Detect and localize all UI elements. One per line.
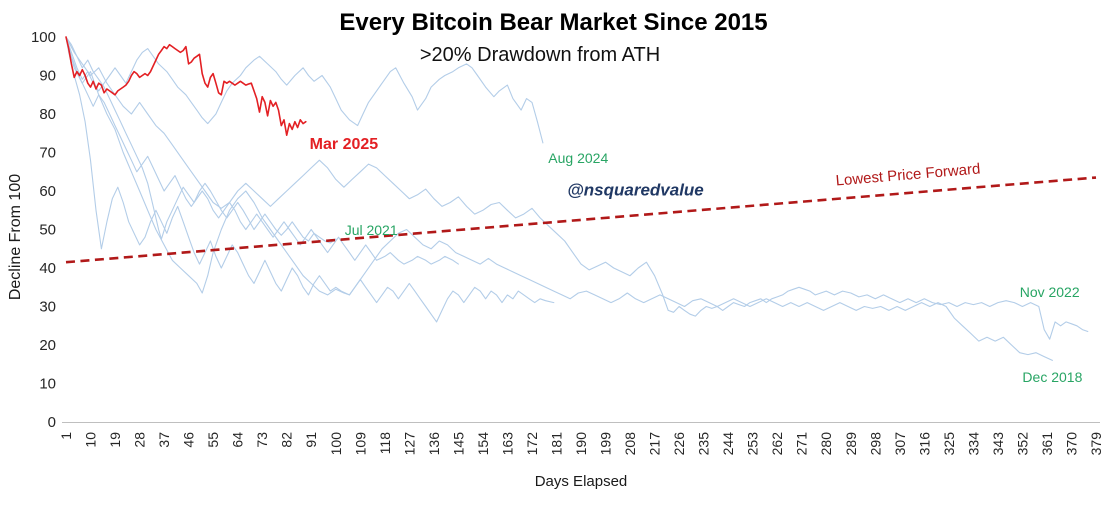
y-tick-label: 10 [39, 376, 56, 393]
x-tick-label: 217 [647, 432, 663, 456]
y-tick-label: 20 [39, 337, 56, 354]
x-tick-label: 181 [548, 432, 564, 456]
chart-title: Every Bitcoin Bear Market Since 2015 [339, 9, 768, 36]
y-tick-label: 30 [39, 299, 56, 316]
x-tick-label: 208 [622, 432, 638, 456]
x-tick-label: 100 [328, 432, 344, 456]
x-tick-label: 64 [230, 432, 246, 448]
series-bear-2019 [65, 36, 459, 265]
lowest-price-forward-trendline [65, 176, 1097, 264]
x-tick-label: 325 [941, 432, 957, 456]
annotation-nsquaredvalue-watermark: @nsquaredvalue [567, 180, 704, 200]
y-tick-label: 100 [31, 29, 56, 46]
x-tick-label: 289 [843, 432, 859, 456]
x-tick-label: 91 [303, 432, 319, 448]
series-bear-dec-2018 [65, 36, 1053, 361]
y-axis-label: Decline From 100 [7, 173, 24, 301]
x-tick-label: 334 [965, 432, 981, 456]
x-tick-label: 361 [1039, 432, 1055, 456]
x-tick-label: 154 [475, 432, 491, 456]
x-tick-label: 109 [352, 432, 368, 456]
x-tick-label: 262 [769, 432, 785, 456]
x-tick-label: 55 [205, 432, 221, 448]
x-tick-label: 271 [794, 432, 810, 456]
y-tick-label: 80 [39, 106, 56, 123]
series-bear-nov-2022 [65, 36, 1089, 340]
x-tick-label: 163 [499, 432, 515, 456]
annotation-mar-2025: Mar 2025 [309, 135, 379, 153]
x-tick-label: 1 [58, 432, 74, 440]
x-tick-label: 235 [696, 432, 712, 456]
x-tick-label: 46 [181, 432, 197, 448]
annotation-jul-2021: Jul 2021 [344, 221, 398, 238]
series-bear-jul-2021 [65, 36, 337, 244]
series-bear-2015 [65, 36, 555, 323]
x-tick-label: 190 [573, 432, 589, 456]
y-tick-label: 50 [39, 222, 56, 239]
x-tick-label: 172 [524, 432, 540, 456]
series-current-mar-2025 [65, 36, 307, 136]
x-tick-label: 199 [598, 432, 614, 456]
x-tick-label: 307 [892, 432, 908, 456]
x-tick-label: 280 [818, 432, 834, 456]
y-tick-label: 90 [39, 68, 56, 85]
y-tick-label: 70 [39, 145, 56, 162]
x-tick-label: 136 [426, 432, 442, 456]
x-tick-label: 118 [377, 432, 393, 455]
x-tick-label: 316 [916, 432, 932, 456]
x-tick-label: 73 [254, 432, 270, 448]
x-tick-label: 253 [745, 432, 761, 456]
chart-subtitle: >20% Drawdown from ATH [419, 44, 661, 66]
x-tick-label: 370 [1063, 432, 1079, 456]
annotation-nov-2022: Nov 2022 [1019, 283, 1080, 300]
x-tick-label: 127 [401, 432, 417, 456]
x-tick-label: 298 [867, 432, 883, 456]
x-tick-label: 145 [450, 432, 466, 456]
x-tick-label: 379 [1088, 432, 1104, 456]
x-tick-label: 82 [279, 432, 295, 448]
y-tick-label: 60 [39, 183, 56, 200]
annotation-aug-2024: Aug 2024 [548, 150, 609, 167]
y-tick-label: 0 [48, 414, 56, 431]
x-tick-label: 28 [132, 432, 148, 448]
x-axis-label: Days Elapsed [534, 473, 628, 490]
x-tick-label: 226 [671, 432, 687, 456]
x-tick-label: 352 [1014, 432, 1030, 456]
x-tick-label: 244 [720, 432, 736, 456]
x-tick-label: 19 [107, 432, 123, 448]
x-tick-label: 343 [990, 432, 1006, 456]
annotation-dec-2018: Dec 2018 [1022, 368, 1083, 385]
series-bear-aug-2024 [65, 36, 544, 144]
y-tick-label: 40 [39, 260, 56, 277]
x-tick-label: 37 [156, 432, 172, 448]
x-tick-label: 10 [83, 432, 99, 448]
